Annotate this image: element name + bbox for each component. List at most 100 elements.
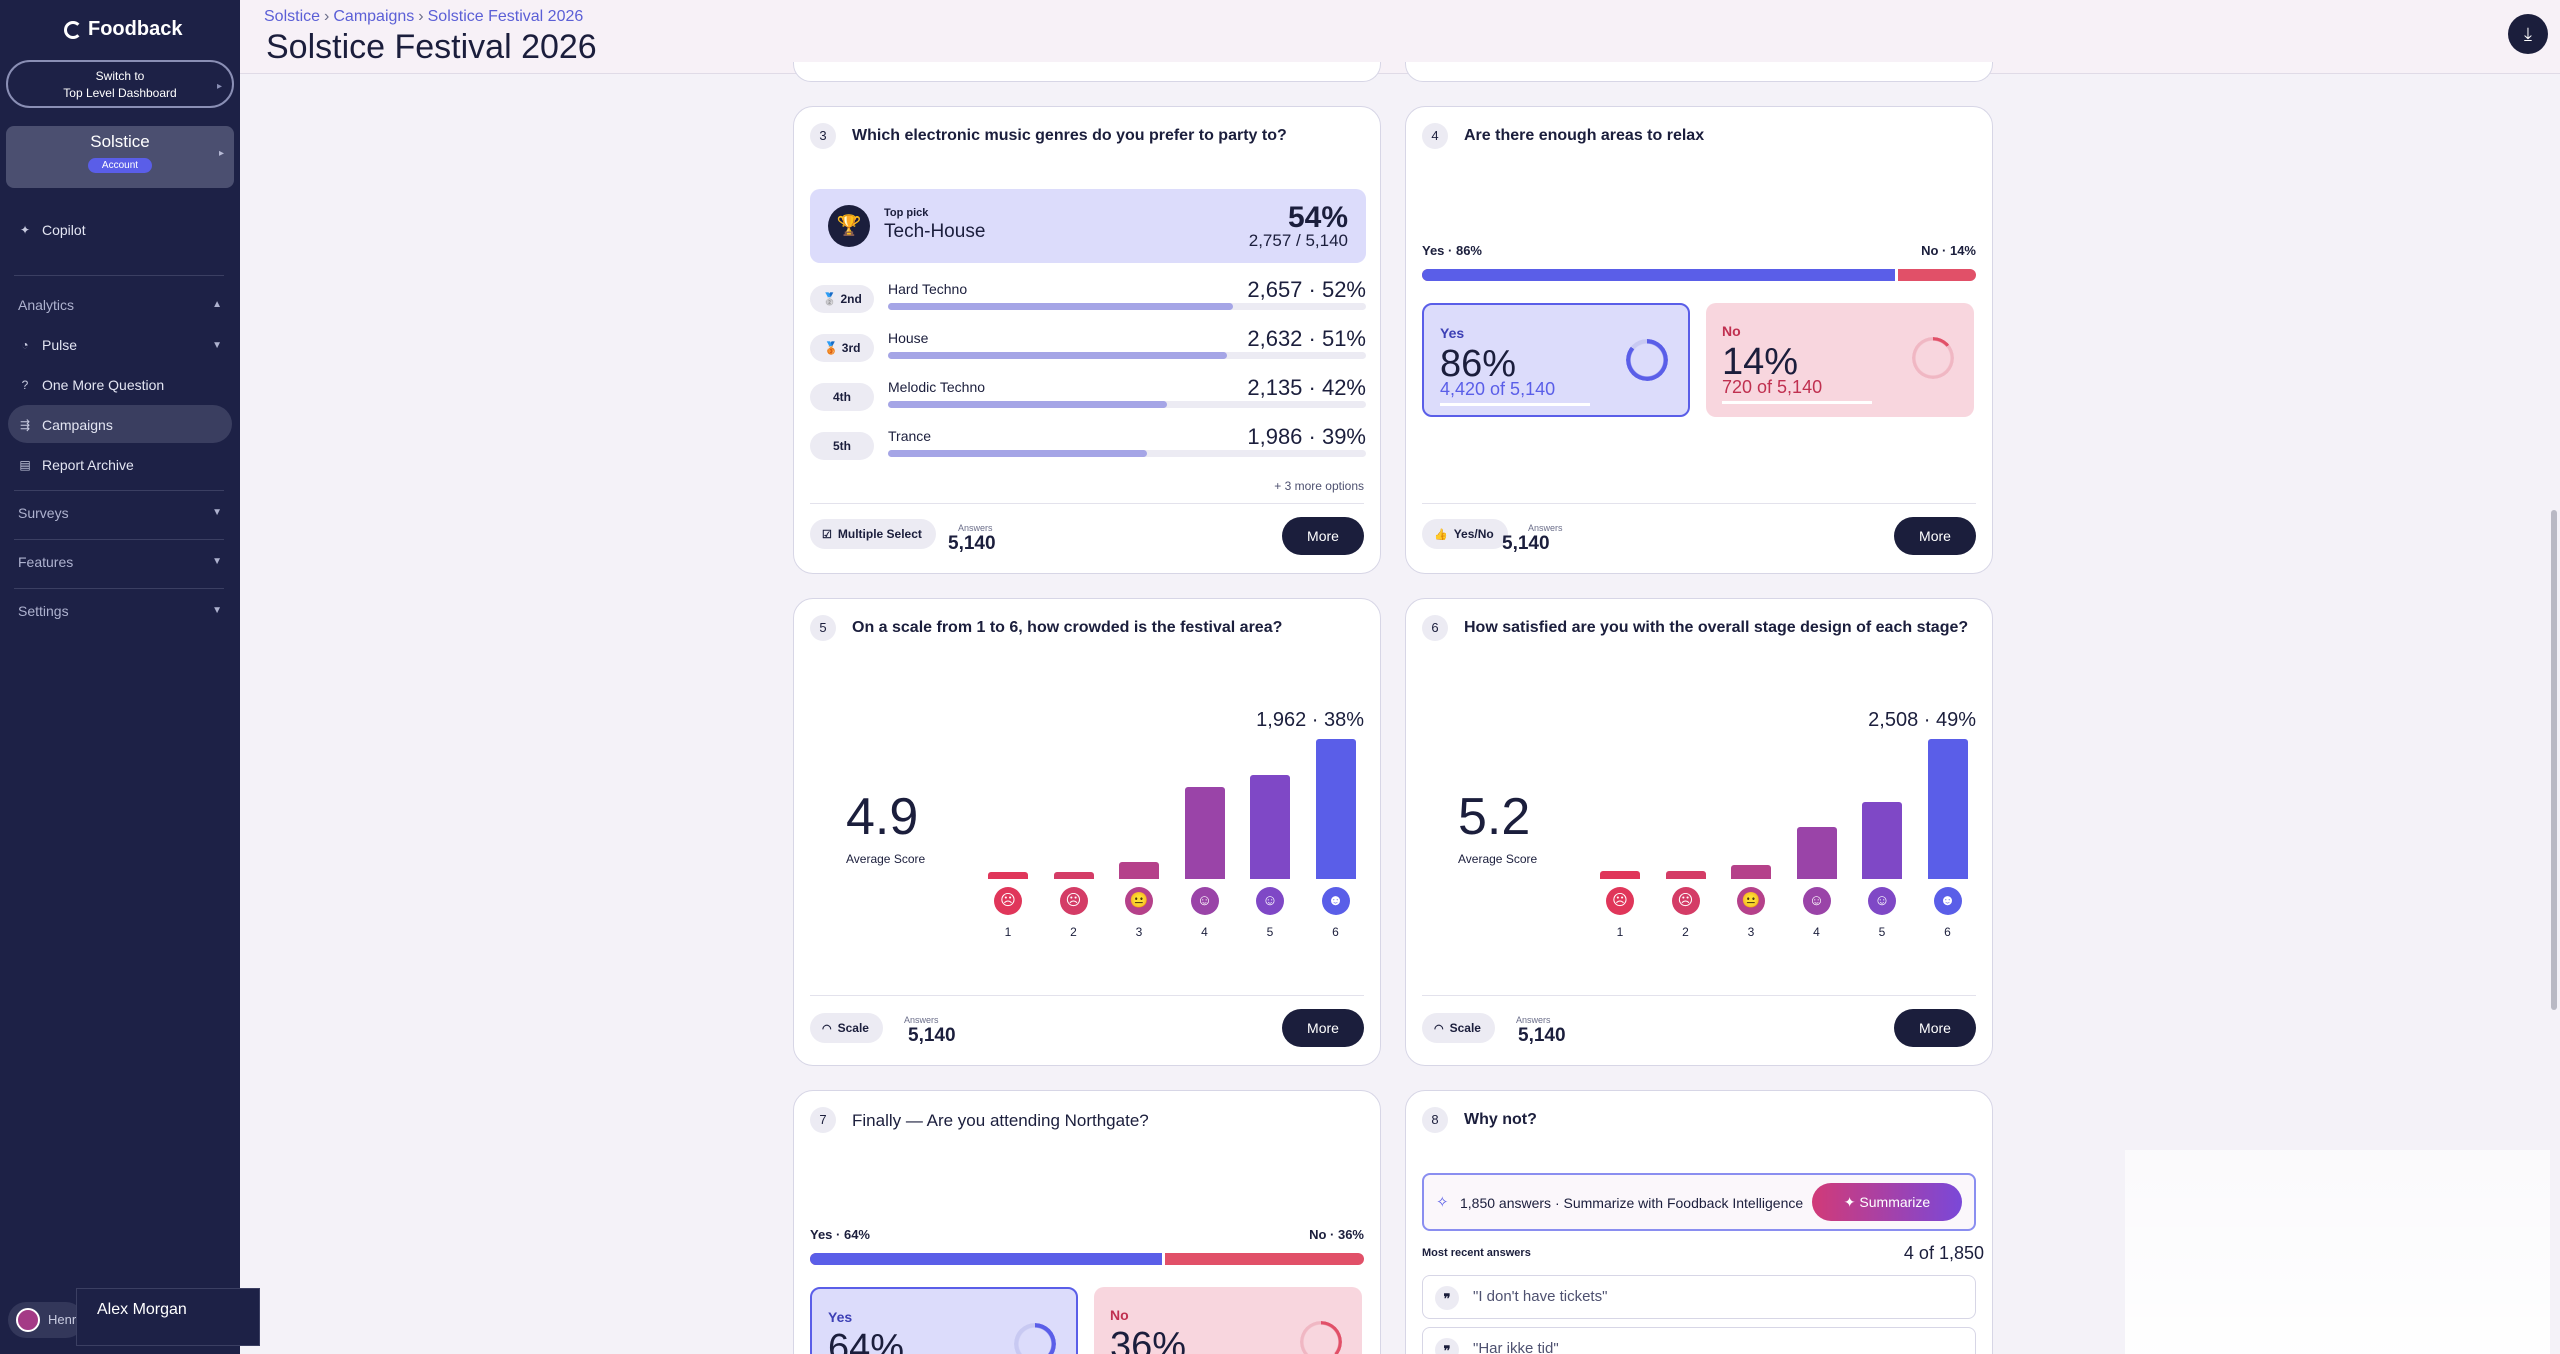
download-icon: ⤓ <box>2524 24 2532 44</box>
scale-tick-label: 3 <box>1135 925 1143 939</box>
sidebar-item-label: Copilot <box>42 222 86 238</box>
chevron-down-icon: ▼ <box>212 556 222 567</box>
sidebar-active-highlight <box>8 405 232 443</box>
underline <box>1440 403 1590 406</box>
download-button[interactable]: ⤓ <box>2508 14 2548 54</box>
recent-answers-count: 4 of 1,850 <box>1903 1243 1984 1263</box>
no-label: No · 36% <box>1309 1227 1364 1242</box>
summarize-button[interactable]: ✦ Summarize <box>1812 1183 1962 1221</box>
rank-bar <box>888 303 1366 310</box>
no-ring-icon <box>1300 1321 1342 1354</box>
breadcrumb-campaigns[interactable]: Campaigns <box>333 8 415 25</box>
page-header: Solstice › Campaigns › Solstice Festival 202… <box>240 0 2560 74</box>
yes-percent: 64% <box>828 1327 905 1354</box>
more-options-link[interactable]: + 3 more options <box>1274 479 1364 493</box>
sidebar-item-copilot[interactable]: ✦ Copilot <box>18 222 86 238</box>
account-badge: Account <box>87 158 153 173</box>
sidebar-item-report-archive[interactable]: ▤ Report Archive <box>18 457 134 473</box>
section-label: Surveys <box>18 505 69 521</box>
yes-title: Yes <box>828 1309 853 1325</box>
sidebar-section-features[interactable]: Features ▼ <box>18 554 222 570</box>
rank-bar-fill <box>888 401 1167 408</box>
section-label: Analytics <box>18 297 75 313</box>
breadcrumb-separator: › <box>418 8 424 25</box>
sidebar-section-settings[interactable]: Settings ▼ <box>18 603 222 619</box>
rank-row: 4th Melodic Techno 2,135 · 42% <box>810 375 1366 417</box>
breadcrumb-current[interactable]: Solstice Festival 2026 <box>427 8 584 25</box>
sidebar-item-campaigns[interactable]: ⇶ Campaigns <box>18 417 113 433</box>
switch-line2: Top Level Dashboard <box>63 86 177 100</box>
checkbox-icon: ☑ <box>822 529 832 541</box>
question-number: 4 <box>1422 123 1448 149</box>
max-bar-label: 2,508 · 49% <box>1868 709 1976 731</box>
sidebar-item-one-more-question[interactable]: ? One More Question <box>18 377 165 393</box>
question-card-4: 4 Are there enough areas to relax Yes · … <box>1405 106 1993 574</box>
answers-label: Answers <box>1528 523 1563 533</box>
question-title: Why not? <box>1464 1111 1537 1128</box>
scale-tick-label: 5 <box>1878 925 1886 939</box>
answers-label: Answers <box>958 523 993 533</box>
top-pick-panel: 🏆 Top pick Tech-House 54% 2,757 / 5,140 <box>810 189 1366 263</box>
face-icon: 😐 <box>1125 887 1153 915</box>
chevron-down-icon: ▼ <box>212 507 222 518</box>
rank-label: 5th <box>833 439 851 453</box>
question-icon: ? <box>21 378 29 392</box>
rank-name: Hard Techno <box>888 281 968 297</box>
rank-bar-fill <box>888 303 1233 310</box>
question-type: Scale <box>837 1021 869 1035</box>
ai-icon: ✦ <box>1843 1194 1860 1210</box>
rank-name: House <box>888 330 929 346</box>
breadcrumb-separator: › <box>324 8 330 25</box>
user-pill[interactable]: Henri <box>8 1302 84 1338</box>
sidebar-item-label: Pulse <box>42 337 78 353</box>
yes-ring-icon <box>1014 1323 1056 1354</box>
sidebar-section-surveys[interactable]: Surveys ▼ <box>18 505 222 521</box>
summarize-label: Summarize <box>1859 1194 1931 1210</box>
yes-bar-fill <box>810 1253 1165 1265</box>
max-bar-label: 1,962 · 38% <box>1256 709 1364 731</box>
question-type: Scale <box>1449 1021 1481 1035</box>
question-title: Are there enough areas to relax <box>1464 127 1705 144</box>
scale-tick-label: 6 <box>1332 925 1339 939</box>
face-icon: ☺ <box>1868 887 1896 915</box>
account-name: Solstice <box>90 132 150 151</box>
scale-tick-label: 6 <box>1944 925 1951 939</box>
card-stub <box>1405 62 1993 82</box>
account-selector[interactable]: Solstice Account ▸ <box>6 126 234 188</box>
no-label: No · 14% <box>1921 243 1976 258</box>
scrollbar-thumb[interactable] <box>2551 510 2557 1010</box>
rank-bar-fill <box>888 450 1147 457</box>
more-button[interactable]: More <box>1894 517 1976 555</box>
scale-bar-3 <box>1731 865 1771 879</box>
yes-count: 4,420 of 5,140 <box>1440 379 1556 399</box>
sidebar-item-pulse[interactable]: ◔ Pulse ▼ <box>18 337 222 353</box>
quote-icon: ❞ <box>1435 1286 1459 1310</box>
face-icon: ☻ <box>1933 887 1962 915</box>
breadcrumb-solstice[interactable]: Solstice <box>264 8 321 25</box>
divider <box>1422 995 1976 996</box>
thumbs-icon: 👍 <box>1434 529 1448 541</box>
question-type: Yes/No <box>1453 527 1494 541</box>
yes-percent: 86% <box>1440 343 1517 385</box>
no-result-box: No 36% <box>1094 1287 1362 1354</box>
summarize-banner: ✧ 1,850 answers · Summarize with Foodbac… <box>1422 1173 1976 1231</box>
question-number: 5 <box>810 615 836 641</box>
user-menu[interactable]: Henri Alex Morgan <box>0 1288 260 1346</box>
medal-icon: 🥉 <box>823 341 839 355</box>
rank-label: 2nd <box>840 292 862 306</box>
divider <box>14 539 224 540</box>
more-button[interactable]: More <box>1282 1009 1364 1047</box>
foodback-logo[interactable]: Foodback <box>64 18 182 41</box>
more-button[interactable]: More <box>1282 517 1364 555</box>
sidebar-section-analytics[interactable]: Analytics ▲ <box>18 297 222 313</box>
no-ring-icon <box>1912 337 1954 379</box>
switch-dashboard-button[interactable]: Switch to Top Level Dashboard ▸ <box>6 60 234 108</box>
more-button[interactable]: More <box>1894 1009 1976 1047</box>
divider <box>14 588 224 589</box>
scale-tick-label: 5 <box>1266 925 1274 939</box>
sidebar-item-label: Campaigns <box>42 417 113 433</box>
scale-bar-5 <box>1250 775 1290 879</box>
sidebar: Foodback Switch to Top Level Dashboard ▸… <box>0 0 260 1354</box>
scale-bar-4 <box>1796 827 1837 879</box>
scale-bar-1 <box>1600 870 1640 879</box>
